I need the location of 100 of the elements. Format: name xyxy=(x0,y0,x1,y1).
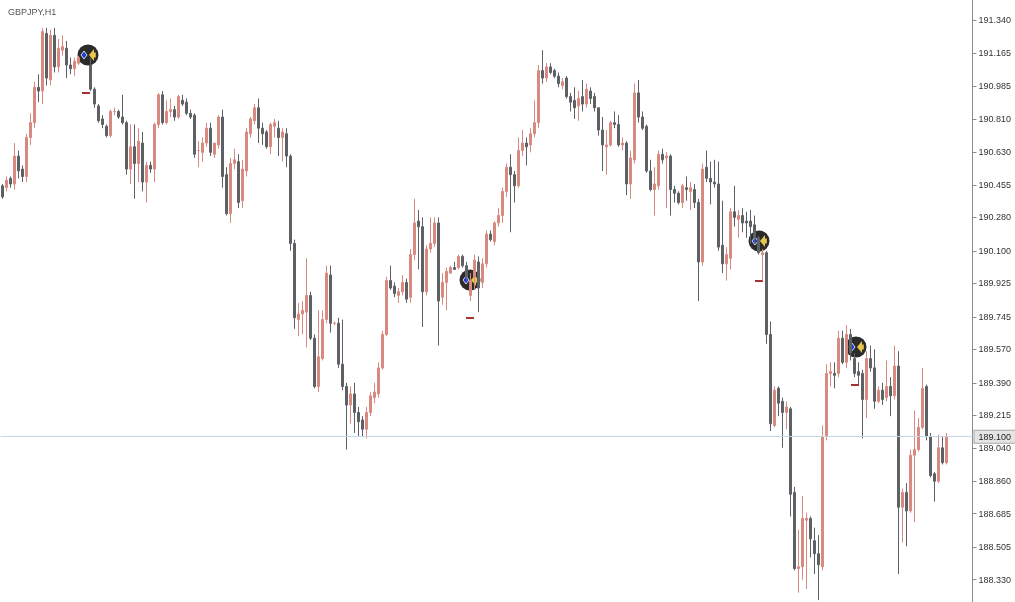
candlestick xyxy=(269,122,272,155)
candlestick xyxy=(701,163,704,267)
y-tick-label: 190.455 xyxy=(978,179,1012,190)
y-tick-label: 189.570 xyxy=(978,344,1012,355)
candlestick xyxy=(561,77,564,90)
candlestick xyxy=(161,90,164,125)
candlestick xyxy=(441,272,444,306)
candlestick xyxy=(165,99,168,125)
candlestick xyxy=(681,183,684,209)
candlestick xyxy=(525,136,528,166)
candlestick xyxy=(541,49,544,85)
candlestick xyxy=(349,385,352,425)
candlestick xyxy=(73,57,76,77)
candlestick xyxy=(173,105,176,122)
candlestick xyxy=(577,90,580,122)
candlestick xyxy=(177,94,180,120)
candlestick xyxy=(557,71,560,88)
candlestick xyxy=(661,148,664,165)
y-tick-label: 188.860 xyxy=(978,476,1012,487)
y-tick-label: 191.165 xyxy=(978,47,1012,58)
candlestick xyxy=(665,151,668,209)
candlestick xyxy=(845,324,848,369)
candlestick xyxy=(5,176,8,192)
y-tick-label: 188.330 xyxy=(978,574,1012,585)
candlestick xyxy=(581,79,584,112)
candlestick xyxy=(1,183,4,200)
candlestick xyxy=(737,209,740,239)
candlestick xyxy=(841,330,844,365)
candlestick xyxy=(617,114,620,148)
candlestick xyxy=(193,112,196,159)
y-tick-label: 189.745 xyxy=(978,311,1012,322)
candlestick xyxy=(281,127,284,163)
candlestick xyxy=(669,153,672,217)
candlestick xyxy=(145,161,148,204)
candlestick xyxy=(893,345,896,400)
candlestick xyxy=(945,432,948,466)
candlestick xyxy=(57,38,60,73)
candlestick xyxy=(129,123,132,185)
candlestick xyxy=(573,86,576,120)
candlestick xyxy=(785,400,788,430)
candlestick xyxy=(585,83,588,109)
candlestick xyxy=(149,161,152,174)
candlestick xyxy=(745,211,748,239)
y-tick-label: 190.630 xyxy=(978,147,1012,158)
candlestick xyxy=(105,123,108,138)
candlestick xyxy=(677,190,680,205)
candlestick xyxy=(53,27,56,73)
candlestick xyxy=(621,136,624,151)
y-tick-label: 188.685 xyxy=(978,508,1012,519)
candlestick xyxy=(13,142,16,191)
y-tick-label: 191.340 xyxy=(978,15,1012,26)
candlestick xyxy=(45,27,48,86)
candlestick xyxy=(941,436,944,466)
y-tick-label: 189.215 xyxy=(978,410,1012,421)
candlestick xyxy=(133,123,136,200)
candlestick xyxy=(509,153,512,233)
candlestick xyxy=(489,229,492,243)
ref-line-label: 189.100 xyxy=(978,431,1012,442)
candlestick xyxy=(197,140,200,168)
y-tick-label: 189.925 xyxy=(978,278,1012,289)
candlestick xyxy=(809,516,812,558)
y-tick-label: 190.100 xyxy=(978,245,1012,256)
candlestick xyxy=(37,73,40,103)
candlestick xyxy=(685,176,688,202)
candlestick xyxy=(405,278,408,304)
candlestick xyxy=(329,265,332,334)
candlestick xyxy=(689,181,692,211)
y-tick-label: 190.810 xyxy=(978,113,1012,124)
candlestick xyxy=(353,382,356,434)
candlestick xyxy=(437,216,440,347)
candlestick xyxy=(901,488,904,544)
candlestick xyxy=(185,97,188,116)
candlestick xyxy=(825,363,828,441)
candlestick xyxy=(761,248,764,282)
candlestick xyxy=(445,267,448,311)
candlestick xyxy=(9,176,12,189)
candlestick xyxy=(305,257,308,348)
candlestick xyxy=(457,254,460,270)
candlestick xyxy=(625,140,628,196)
candlestick xyxy=(469,272,472,302)
candlestick xyxy=(277,120,280,157)
candlestick xyxy=(17,150,20,179)
candlestick xyxy=(237,153,240,209)
candlestick xyxy=(905,482,908,547)
candlestick xyxy=(897,350,900,575)
candlestick xyxy=(453,261,456,270)
candlestick xyxy=(41,27,44,105)
y-tick-label: 189.040 xyxy=(978,442,1012,453)
candlestick xyxy=(749,209,752,244)
candlestick xyxy=(209,122,212,157)
y-tick-label: 190.985 xyxy=(978,81,1012,92)
candlestick xyxy=(141,131,144,192)
candlestick xyxy=(821,424,824,571)
candlestick xyxy=(317,309,320,393)
candlestick xyxy=(257,97,260,144)
candlestick xyxy=(549,62,552,75)
candlestick xyxy=(937,434,940,484)
candlestick xyxy=(49,29,52,86)
candlestick xyxy=(877,385,880,404)
candlestick xyxy=(773,385,776,428)
